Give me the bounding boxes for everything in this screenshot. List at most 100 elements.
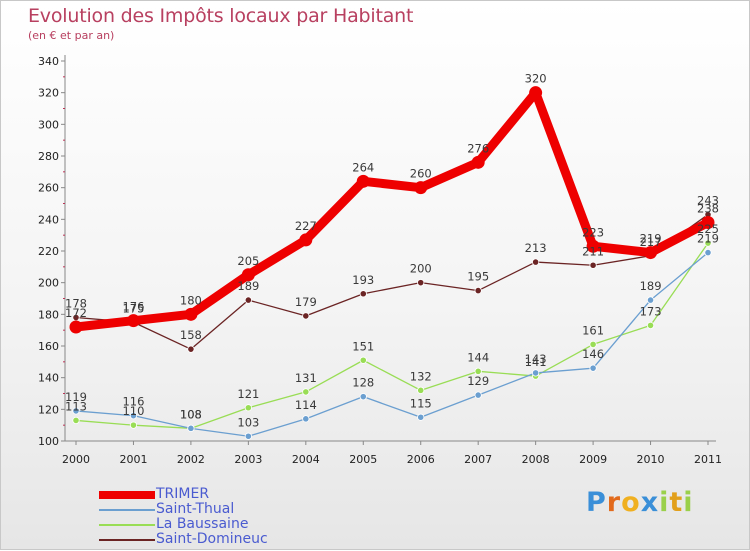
data-label: 195 xyxy=(467,270,489,284)
data-point xyxy=(471,155,485,169)
data-label: 144 xyxy=(467,350,489,364)
data-label: 211 xyxy=(582,244,604,258)
y-tick-label: 200 xyxy=(38,277,59,290)
data-label: 173 xyxy=(640,304,662,318)
logo-letter: i xyxy=(659,487,670,518)
data-point xyxy=(646,296,655,304)
proxiti-logo: Proxiti xyxy=(586,487,694,518)
data-label: 103 xyxy=(237,415,259,429)
data-point xyxy=(244,432,252,440)
data-point xyxy=(414,181,428,195)
data-label: 189 xyxy=(640,279,662,293)
data-point xyxy=(126,314,140,328)
data-point xyxy=(129,421,138,429)
data-point xyxy=(187,345,195,353)
data-point xyxy=(184,307,198,321)
data-point xyxy=(417,279,425,287)
logo-letter: o xyxy=(621,487,641,518)
data-point xyxy=(646,321,655,330)
data-point xyxy=(586,239,600,253)
data-point xyxy=(701,216,715,229)
data-point xyxy=(129,412,138,420)
x-tick-label: 2007 xyxy=(464,453,492,466)
x-tick-label: 2008 xyxy=(522,453,550,466)
data-point xyxy=(474,391,482,399)
data-label: 276 xyxy=(467,141,489,155)
data-label: 227 xyxy=(295,219,317,233)
data-point xyxy=(299,233,313,247)
data-point xyxy=(359,356,367,364)
x-tick-label: 2011 xyxy=(694,453,722,466)
data-label: 189 xyxy=(237,279,259,293)
y-tick-label: 100 xyxy=(38,435,59,448)
data-label: 225 xyxy=(697,222,719,236)
x-tick-label: 2005 xyxy=(349,453,377,466)
data-point xyxy=(72,407,80,415)
logo-letter: x xyxy=(640,487,660,518)
data-label: 223 xyxy=(582,225,604,239)
data-label: 113 xyxy=(65,399,87,413)
y-tick-label: 300 xyxy=(38,118,59,131)
data-point xyxy=(302,388,310,396)
data-label: 219 xyxy=(697,232,719,246)
data-point xyxy=(474,367,482,375)
data-label: 128 xyxy=(352,376,374,390)
x-tick-label: 2009 xyxy=(579,453,607,466)
chart-subtitle: (en € et par an) xyxy=(28,29,115,42)
data-label: 219 xyxy=(640,232,662,246)
data-label: 110 xyxy=(122,404,144,418)
x-tick-label: 2000 xyxy=(62,453,90,466)
legend-label: Saint-Domineuc xyxy=(156,531,268,547)
data-point xyxy=(244,404,252,412)
data-point xyxy=(302,415,310,423)
data-point xyxy=(72,416,80,425)
y-tick-label: 260 xyxy=(38,182,59,195)
data-label: 115 xyxy=(410,396,432,410)
y-tick-label: 160 xyxy=(38,340,59,353)
data-label: 151 xyxy=(352,339,374,353)
y-tick-label: 140 xyxy=(38,372,59,385)
x-tick-label: 2004 xyxy=(292,453,320,466)
data-point xyxy=(529,86,543,100)
legend-swatch xyxy=(99,509,155,511)
logo-letter: r xyxy=(606,487,622,518)
x-tick-label: 2006 xyxy=(407,453,435,466)
y-tick-label: 240 xyxy=(38,213,59,226)
y-tick-label: 340 xyxy=(38,55,59,68)
x-tick-label: 2001 xyxy=(119,453,147,466)
y-tick-label: 320 xyxy=(38,87,59,100)
data-point xyxy=(359,393,367,401)
data-point xyxy=(187,424,195,432)
legend-swatch xyxy=(99,524,155,526)
data-point xyxy=(302,312,310,320)
y-tick-label: 280 xyxy=(38,150,59,163)
data-label: 108 xyxy=(180,407,202,421)
data-point xyxy=(532,369,540,377)
series-line-la-baussaine xyxy=(75,242,709,429)
data-label: 114 xyxy=(295,398,317,412)
data-label: 243 xyxy=(697,194,719,208)
data-label: 193 xyxy=(352,273,374,287)
data-label: 143 xyxy=(525,352,547,366)
data-point xyxy=(417,386,425,394)
data-label: 121 xyxy=(237,387,259,401)
data-point xyxy=(241,268,255,282)
data-label: 158 xyxy=(180,328,202,342)
x-tick-label: 2010 xyxy=(637,453,665,466)
data-point xyxy=(359,290,367,298)
data-label: 108 xyxy=(180,407,202,421)
data-point xyxy=(589,364,597,372)
legend-label: TRIMER xyxy=(156,486,210,502)
data-label: 180 xyxy=(180,293,202,307)
data-label: 146 xyxy=(582,347,604,361)
chart-title: Evolution des Impôts locaux par Habitant xyxy=(28,5,414,27)
data-point xyxy=(69,320,83,334)
logo-letter: i xyxy=(683,487,694,518)
legend-swatch xyxy=(99,539,155,541)
data-label: 172 xyxy=(65,306,87,320)
data-label: 176 xyxy=(122,300,144,314)
data-label: 179 xyxy=(295,295,317,309)
data-point xyxy=(356,174,370,188)
